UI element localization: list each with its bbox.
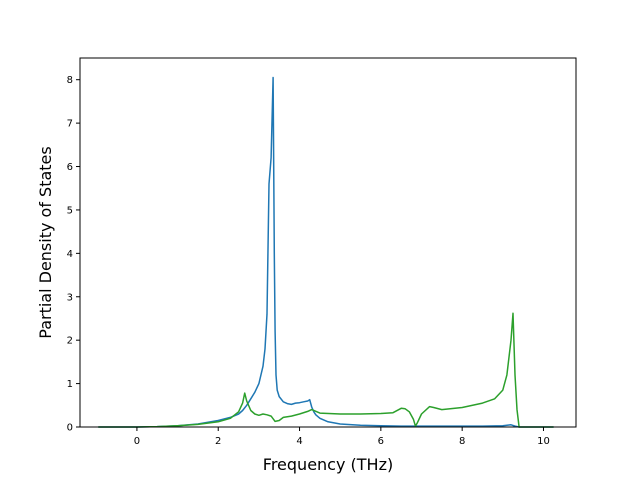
y-tick-label: 4: [67, 249, 73, 260]
series-line-1: [98, 76, 554, 428]
plot-area: [98, 76, 554, 428]
y-tick-label: 0: [67, 423, 73, 434]
x-tick-label: 8: [459, 436, 465, 447]
x-tick-label: 6: [378, 436, 384, 447]
y-tick-label: 1: [67, 379, 73, 390]
y-tick-label: 2: [67, 336, 73, 347]
y-tick-label: 5: [67, 205, 73, 216]
y-tick-label: 3: [67, 292, 73, 303]
y-tick-label: 7: [67, 119, 73, 130]
y-tick-label: 6: [67, 162, 73, 173]
series-line-2: [98, 312, 554, 428]
y-axis: 0 1 2 3 4 5 6 7 8: [67, 75, 80, 434]
x-axis-label: Frequency (THz): [263, 455, 393, 474]
y-axis-label: Partial Density of States: [36, 146, 55, 338]
axes-frame: [79, 57, 577, 428]
x-axis: 0 2 4 6 8 10: [134, 427, 550, 447]
x-tick-label: 10: [537, 436, 550, 447]
x-tick-label: 2: [215, 436, 221, 447]
x-tick-label: 0: [134, 436, 140, 447]
y-tick-label: 8: [67, 75, 73, 86]
x-tick-label: 4: [296, 436, 302, 447]
